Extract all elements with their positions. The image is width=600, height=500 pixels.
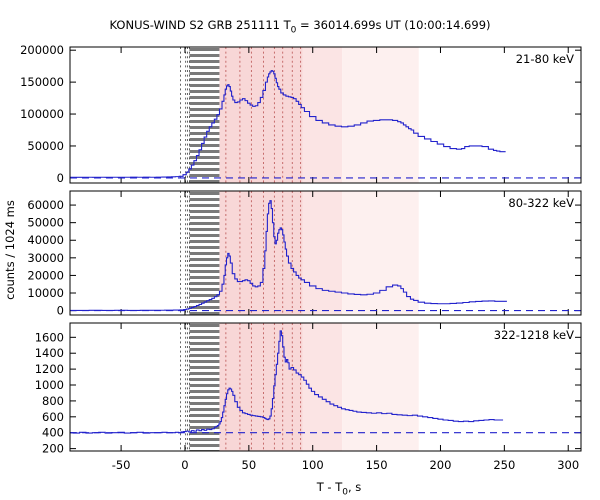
y-tick-label: 1000 [35,378,64,392]
panel-energy-label: 322-1218 keV [494,328,574,342]
panel-frame [69,190,582,316]
y-tick-label: 1600 [35,330,64,344]
light-curve-1 [70,70,506,178]
pink-band-light [342,323,419,451]
pink-band-dark [219,191,303,315]
y-tick-label: 100000 [20,107,64,121]
light-curve-2 [70,200,507,311]
pink-band-mid [302,47,343,183]
x-tick-label: -50 [112,458,131,472]
y-tick-label: 150000 [20,75,64,89]
y-tick-label: 600 [42,410,64,424]
y-tick-label: 0 [57,304,64,318]
panel-energy-label: 21-80 keV [516,52,574,66]
x-tick-label: 250 [493,458,515,472]
y-tick-label: 200000 [20,43,64,57]
y-axis-label: counts / 1024 ms [3,200,17,300]
hatched-band [189,191,220,315]
y-tick-label: 1400 [35,346,64,360]
x-tick-label: 200 [429,458,451,472]
y-tick-label: 50000 [27,216,64,230]
y-tick-label: 60000 [27,198,64,212]
x-axis-label: T - T0, s [316,480,362,498]
y-tick-label: 800 [42,394,64,408]
x-tick-label: 0 [181,458,188,472]
light-curve-3 [70,330,504,434]
pink-band-dark [219,323,303,451]
pink-band-dark [219,47,303,183]
y-tick-label: 10000 [27,286,64,300]
y-tick-label: 1200 [35,362,64,376]
y-tick-label: 50000 [27,139,64,153]
figure-title: KONUS-WIND S2 GRB 251111 T0 = 36014.699s… [110,18,491,36]
panel-frame [69,322,582,452]
pink-band-light [342,47,419,183]
x-tick-label: 50 [242,458,257,472]
y-tick-label: 0 [57,171,64,185]
x-tick-label: 150 [366,458,388,472]
y-tick-label: 20000 [27,268,64,282]
panel-energy-label: 80-322 keV [508,196,574,210]
y-tick-label: 400 [42,426,64,440]
pink-band-mid [302,191,343,315]
y-tick-label: 40000 [27,233,64,247]
x-tick-label: 300 [557,458,579,472]
y-tick-label: 200 [42,442,64,456]
hatched-band [189,323,220,451]
x-tick-label: 100 [302,458,324,472]
y-tick-label: 30000 [27,251,64,265]
panel-frame [69,46,582,184]
